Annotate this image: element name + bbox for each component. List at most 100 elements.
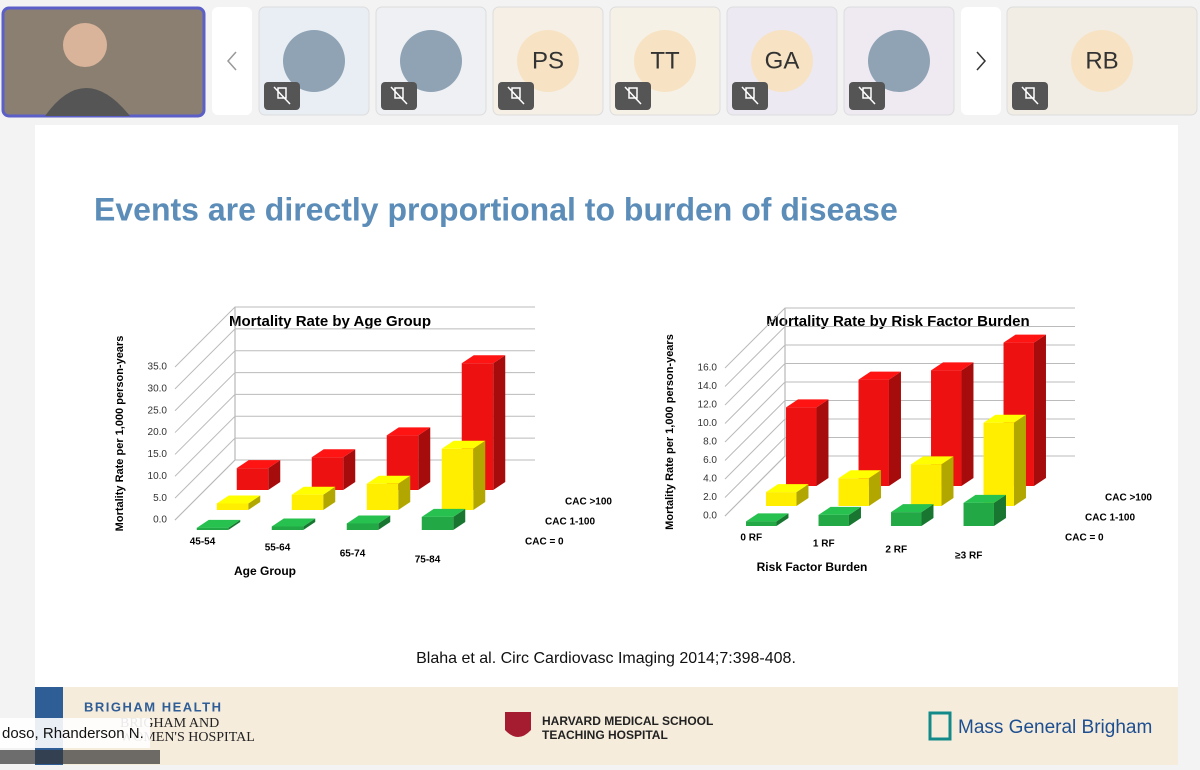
participant-photo xyxy=(400,30,462,92)
y-tick-label: 0.0 xyxy=(703,511,717,522)
participant-initials: GA xyxy=(765,47,800,74)
bar-side xyxy=(941,456,954,506)
grid-line xyxy=(174,459,535,521)
harvard-line: TEACHING HOSPITAL xyxy=(542,728,668,742)
bar xyxy=(311,457,344,490)
self-body xyxy=(45,88,130,116)
bar xyxy=(441,448,474,510)
bar xyxy=(891,512,922,526)
y-tick-label: 16.0 xyxy=(698,363,718,374)
legend-label: CAC 1-100 xyxy=(545,517,595,528)
bar xyxy=(963,502,994,526)
bar-top xyxy=(838,470,881,479)
y-tick-label: 20.0 xyxy=(148,427,168,438)
bar-top xyxy=(236,460,281,469)
bar xyxy=(911,464,942,506)
prev-icon xyxy=(226,51,237,71)
chart-title: Mortality Rate by Age Group xyxy=(229,313,431,330)
y-axis-label: Mortality Rate per 1,000 person-years xyxy=(664,334,676,530)
grid-line xyxy=(174,328,535,390)
bar-side xyxy=(248,495,261,510)
bar-side xyxy=(921,504,934,526)
slide xyxy=(35,125,1178,687)
x-tick-label: 2 RF xyxy=(885,545,907,556)
next-icon xyxy=(976,51,987,71)
grid-line xyxy=(724,307,1075,369)
legend-label: CAC 1-100 xyxy=(1085,513,1135,524)
bar xyxy=(271,526,304,530)
bar xyxy=(346,523,379,530)
citation: Blaha et al. Circ Cardiovasc Imaging 201… xyxy=(416,650,796,667)
bar-top xyxy=(858,371,901,380)
bar-top xyxy=(786,399,829,408)
grid-line xyxy=(724,363,1075,424)
bar-top xyxy=(1003,334,1046,343)
y-tick-label: 30.0 xyxy=(148,383,168,394)
mute-icon xyxy=(858,86,876,105)
bar-top xyxy=(386,427,431,436)
grid-line xyxy=(724,344,1075,406)
bar-top xyxy=(461,355,506,364)
hospital-line: WOMEN'S HOSPITAL xyxy=(120,730,255,745)
bar-side xyxy=(473,440,486,510)
bar-top xyxy=(891,504,934,513)
x-tick-label: ≥3 RF xyxy=(955,551,982,562)
chart-title: Mortality Rate by Risk Factor Burden xyxy=(766,313,1029,330)
slide-title: Events are directly proportional to burd… xyxy=(94,191,898,227)
y-tick-label: 2.0 xyxy=(703,492,717,503)
bar xyxy=(196,527,229,530)
bar-side xyxy=(816,399,829,486)
grid-line xyxy=(724,381,1075,443)
bar-side xyxy=(796,484,809,506)
bar-side xyxy=(323,486,336,510)
bar-top xyxy=(271,518,316,527)
mute-icon xyxy=(507,86,525,105)
legend-label: CAC = 0 xyxy=(525,537,564,548)
next-button[interactable] xyxy=(961,7,1001,115)
bar-side xyxy=(268,460,281,490)
bar-top xyxy=(931,362,974,371)
participant-initials: PS xyxy=(532,47,564,74)
bar xyxy=(291,494,324,510)
y-tick-label: 8.0 xyxy=(703,437,717,448)
bar xyxy=(786,407,817,486)
y-tick-label: 12.0 xyxy=(698,400,718,411)
participant-photo xyxy=(868,30,930,92)
participant-avatar xyxy=(634,30,696,92)
y-tick-label: 10.0 xyxy=(698,418,718,429)
bar-side xyxy=(993,494,1006,526)
mute-icon xyxy=(624,86,642,105)
bar-top xyxy=(366,475,411,484)
participant-photo xyxy=(283,30,345,92)
bar-top xyxy=(311,449,356,458)
grid-line xyxy=(174,306,535,368)
mute-icon xyxy=(741,86,759,105)
x-tick-label: 1 RF xyxy=(813,539,835,550)
bar-top xyxy=(963,494,1006,503)
participant-initials: TT xyxy=(650,47,680,74)
y-tick-label: 4.0 xyxy=(703,474,717,485)
bar xyxy=(766,492,797,506)
bar-side xyxy=(228,519,241,530)
x-tick-label: 45-54 xyxy=(190,537,216,548)
mute-icon xyxy=(1021,86,1039,105)
bar xyxy=(818,514,849,526)
mute-icon xyxy=(273,86,291,105)
slide-footer xyxy=(35,687,1178,765)
bar-side xyxy=(1033,334,1046,486)
toolbar[interactable] xyxy=(0,750,160,764)
bar xyxy=(216,503,249,510)
grid-line xyxy=(724,400,1075,461)
name-tag xyxy=(0,718,150,748)
grid-line xyxy=(724,437,1075,498)
bar-top xyxy=(746,513,789,522)
prev-button[interactable] xyxy=(212,7,252,115)
participant-avatar xyxy=(517,30,579,92)
grid-line xyxy=(724,326,1075,387)
bar xyxy=(421,516,454,530)
grid-line xyxy=(724,455,1075,517)
footer-brand: BRIGHAM HEALTH xyxy=(84,699,222,714)
grid-line xyxy=(174,350,535,412)
